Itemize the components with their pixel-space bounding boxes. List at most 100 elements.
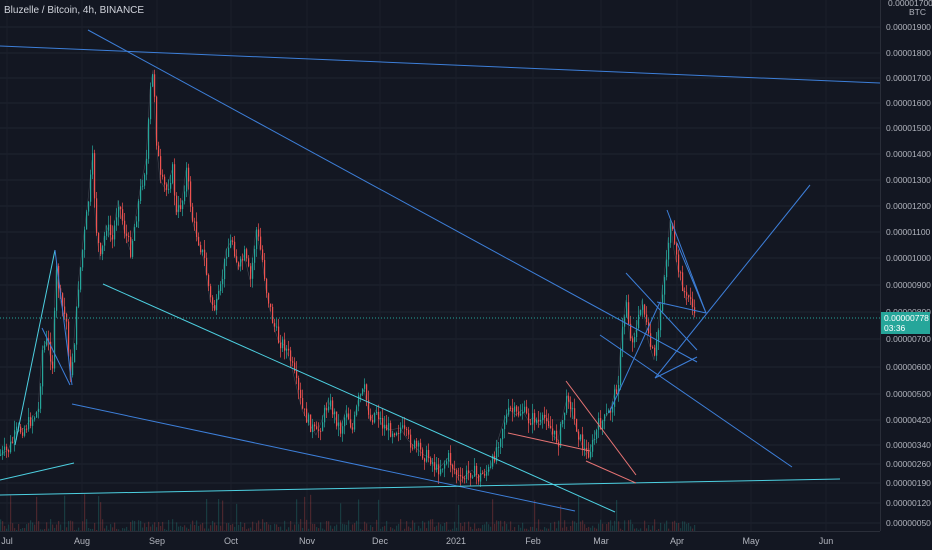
volume-bar [468, 521, 470, 531]
volume-bar [492, 499, 494, 531]
candle-body [530, 423, 532, 425]
candle-body [284, 339, 286, 351]
volume-bar [116, 528, 118, 531]
volume-bar [318, 528, 320, 531]
volume-bar [196, 520, 198, 531]
volume-bar [46, 522, 48, 531]
volume-bar [174, 530, 176, 531]
volume-bar [552, 530, 554, 531]
time-tick-label: Jun [819, 536, 834, 546]
volume-bar [562, 527, 564, 531]
candle-body [462, 476, 464, 479]
volume-bar [126, 526, 128, 531]
candle-body [438, 464, 440, 475]
candle-body [192, 206, 194, 222]
candle-body [364, 384, 366, 389]
volume-bar [486, 521, 488, 531]
candle-body [166, 184, 168, 190]
candle-body [572, 408, 574, 410]
volume-bar [414, 522, 416, 531]
volume-bar [354, 523, 356, 531]
volume-bar [470, 526, 472, 531]
volume-bar [682, 521, 684, 531]
volume-bar [306, 519, 308, 531]
volume-bar [158, 522, 160, 531]
candle-body [320, 430, 322, 432]
candle-body [152, 74, 154, 87]
candle-body [350, 419, 352, 428]
volume-bar [404, 528, 406, 531]
candle-body [162, 174, 164, 177]
volume-bar [74, 530, 76, 531]
candle-body [454, 468, 456, 471]
volume-bar [288, 527, 290, 531]
volume-bar [684, 521, 686, 531]
volume-bar [620, 528, 622, 531]
volume-bar [520, 527, 522, 531]
volume-bar [692, 528, 694, 531]
volume-bar [138, 520, 140, 531]
candle-body [370, 414, 372, 421]
candle-body [548, 421, 550, 426]
candle-body [118, 206, 120, 218]
volume-bar [256, 523, 258, 531]
candle-body [134, 227, 136, 241]
candle-body [228, 247, 230, 257]
volume-bar [668, 528, 670, 531]
volume-bar [586, 528, 588, 531]
candle-body [38, 408, 40, 412]
candle-body [382, 417, 384, 429]
candle-body [202, 249, 204, 253]
candle-body [308, 414, 310, 423]
volume-bar [656, 530, 658, 531]
candle-body [164, 176, 166, 185]
candle-body [376, 411, 378, 414]
candle-body [412, 447, 414, 449]
candle-body [100, 243, 102, 255]
candle-body [440, 469, 442, 475]
price-tick-label: 0.00001900 [886, 22, 931, 32]
candle-body [34, 417, 36, 420]
volume-bar [400, 519, 402, 531]
volume-bar [340, 503, 342, 531]
volume-bar [666, 520, 668, 531]
candle-body [274, 323, 276, 327]
candle-body [632, 338, 634, 343]
candle-body [28, 417, 30, 430]
volume-bar [334, 526, 336, 531]
volume-bar [550, 523, 552, 531]
candle-body [644, 304, 646, 315]
candle-body [2, 450, 4, 455]
volume-bar [114, 522, 116, 531]
volume-bar [648, 525, 650, 531]
volume-bar [456, 527, 458, 531]
volume-bar [402, 530, 404, 531]
candle-body [424, 458, 426, 462]
candle-body [322, 422, 324, 432]
trendline [654, 184, 811, 379]
volume-bar [182, 527, 184, 531]
volume-bar [650, 529, 652, 531]
volume-bar [322, 528, 324, 531]
price-tick-label: 0.00001700 [886, 73, 931, 83]
volume-bar [112, 527, 114, 531]
candle-body [352, 427, 354, 430]
candle-body [446, 461, 448, 464]
volume-bar [92, 528, 94, 531]
candle-body [486, 471, 488, 476]
candle-body [254, 249, 256, 263]
volume-bar [372, 527, 374, 531]
volume-bar [600, 519, 602, 531]
candle-body [538, 419, 540, 422]
volume-bar [166, 529, 168, 531]
candle-body [176, 195, 178, 212]
volume-bar [40, 529, 42, 531]
volume-bar [80, 530, 82, 531]
candle-body [636, 328, 638, 338]
candle-body [88, 201, 90, 212]
volume-bar [160, 525, 162, 531]
volume-bar [366, 523, 368, 531]
candle-body [220, 284, 222, 292]
volume-bar [162, 521, 164, 531]
